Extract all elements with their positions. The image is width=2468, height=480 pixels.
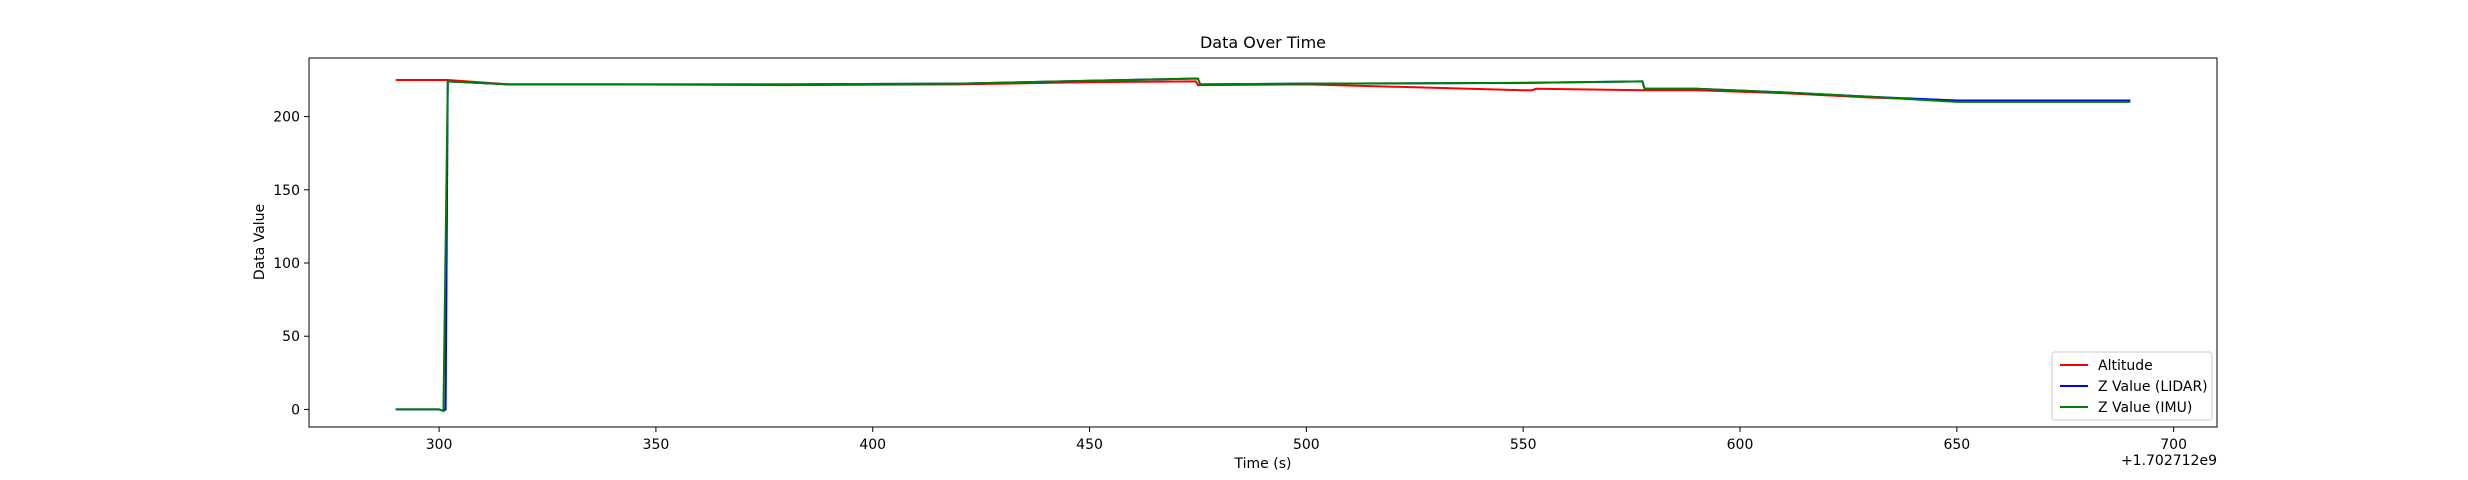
y-axis-label: Data Value [252,204,268,280]
x-offset-label: +1.702712e9 [2121,453,2217,469]
legend-box [2051,351,2213,421]
y-tick-label: 100 [273,256,300,272]
x-tick-label: 550 [1510,437,1537,453]
plot-frame [308,57,2218,428]
x-tick-label: 650 [1943,437,1970,453]
legend-label: Altitude [2098,358,2153,374]
x-tick-label: 600 [1727,437,1754,453]
x-tick-label: 450 [1076,437,1103,453]
y-tick-label: 150 [273,183,300,199]
series-line-z-value-imu [395,77,2131,413]
series-line-z-value-lidar [395,77,2131,412]
y-tick-label: 200 [273,110,300,126]
x-tick-label: 700 [2160,437,2187,453]
x-axis: 300 350 400 450 500 550 600 650 700 [426,427,2187,453]
x-axis-label: Time (s) [1234,456,1292,472]
x-tick-label: 500 [1293,437,1320,453]
x-tick-label: 300 [426,437,453,453]
y-tick-label: 0 [291,402,300,418]
legend: Altitude Z Value (LIDAR) Z Value (IMU) [2051,351,2213,421]
x-tick-label: 350 [643,437,670,453]
plot-series-group [395,77,2131,413]
y-tick-label: 50 [282,329,300,345]
y-axis: 0 50 100 150 200 [273,110,309,418]
legend-label: Z Value (IMU) [2098,400,2192,416]
legend-label: Z Value (LIDAR) [2098,379,2208,395]
chart-title: Data Over Time [1200,33,1326,52]
x-tick-label: 400 [859,437,886,453]
